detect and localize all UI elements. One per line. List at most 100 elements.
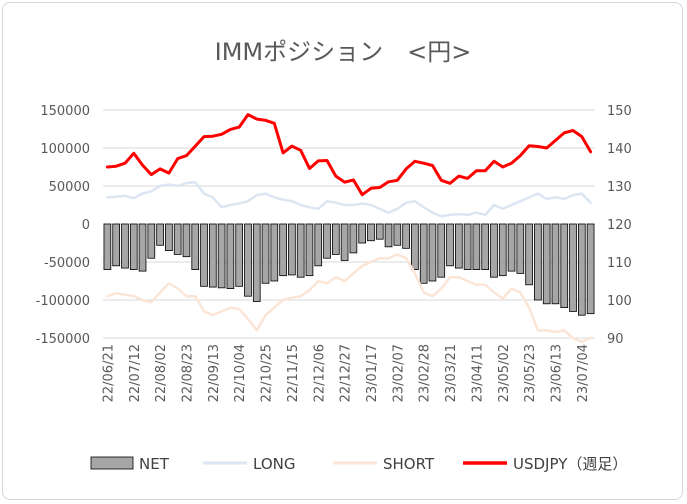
net-bar — [472, 223, 481, 270]
legend-label: LONG — [253, 455, 295, 473]
net-bar — [586, 223, 595, 315]
x-tick-label: 22/11/15 — [286, 344, 301, 402]
right-tick-label: 140 — [607, 142, 632, 157]
long-line — [106, 180, 592, 218]
net-bar — [525, 223, 533, 286]
net-bar — [235, 223, 244, 287]
net-bar — [270, 223, 279, 282]
net-bar — [481, 223, 490, 270]
left-tick-label: -100000 — [36, 294, 90, 309]
net-bar — [323, 223, 331, 259]
net-bar — [138, 223, 147, 272]
x-tick-label: 23/03/21 — [444, 344, 459, 402]
net-bar — [419, 223, 428, 284]
net-bar — [516, 223, 525, 274]
x-axis-tick-labels: 22/06/21 22/07/12 22/08/02 22/08/23 22/09/13… — [101, 344, 590, 402]
net-bar — [296, 223, 305, 278]
left-tick-label: 150000 — [40, 104, 90, 119]
net-bar — [411, 223, 419, 270]
net-bar — [217, 223, 226, 289]
right-tick-label: 150 — [607, 104, 632, 119]
net-bar — [551, 223, 560, 305]
net-bar — [446, 223, 454, 267]
net-bar — [349, 223, 358, 254]
net-bar — [437, 223, 446, 278]
net-bar — [112, 223, 121, 267]
x-tick-label: 23/05/02 — [497, 344, 512, 402]
usdjpy-line — [105, 113, 593, 197]
net-bar — [182, 223, 191, 258]
net-bar — [244, 223, 252, 297]
x-tick-label: 23/04/11 — [470, 344, 485, 402]
net-bar — [402, 223, 410, 249]
chart-title: IMMポジション <円> — [215, 38, 472, 66]
right-tick-label: 130 — [607, 180, 632, 195]
x-tick-label: 22/12/27 — [339, 344, 354, 402]
short-line — [106, 253, 592, 344]
legend: NET LONG SHORT USDJPY（週足） — [90, 455, 627, 473]
net-bar — [340, 223, 349, 261]
net-bar — [288, 223, 296, 276]
net-bar — [367, 223, 375, 242]
x-tick-label: 22/08/02 — [154, 344, 169, 402]
left-axis-tick-labels: 150000 100000 50000 0 -50000 -100000 -150000 — [36, 104, 90, 347]
net-bar — [454, 223, 463, 269]
x-tick-label: 22/09/13 — [207, 344, 222, 402]
series-lines — [105, 113, 593, 344]
net-bar — [490, 223, 498, 278]
x-tick-label: 22/07/12 — [128, 344, 143, 402]
net-bar — [121, 223, 129, 269]
net-bar — [577, 223, 586, 316]
x-tick-label: 22/10/25 — [260, 344, 275, 402]
net-bar — [428, 223, 437, 282]
net-bar — [358, 223, 367, 244]
net-bar — [252, 223, 261, 302]
net-bar — [129, 223, 138, 270]
net-bar — [191, 223, 200, 270]
x-tick-label: 23/05/23 — [523, 344, 538, 402]
x-tick-label: 22/12/06 — [312, 344, 327, 402]
x-tick-label: 23/02/28 — [418, 344, 433, 402]
net-bar — [314, 223, 323, 267]
net-bar — [156, 223, 164, 246]
net-bar — [208, 223, 217, 288]
legend-label: NET — [139, 455, 170, 473]
x-tick-label: 23/06/13 — [549, 344, 564, 402]
x-tick-label: 22/06/21 — [101, 344, 116, 402]
net-bar — [542, 223, 551, 305]
net-bar — [507, 223, 516, 272]
legend-swatch-net — [90, 456, 134, 470]
left-tick-label: 100000 — [40, 142, 90, 157]
right-tick-label: 100 — [607, 294, 632, 309]
x-tick-label: 23/02/07 — [391, 344, 406, 402]
net-bar — [463, 223, 472, 270]
right-tick-label: 120 — [607, 218, 632, 233]
legend-label: USDJPY（週足） — [513, 455, 627, 473]
net-bar — [279, 223, 287, 277]
right-tick-label: 90 — [607, 332, 624, 347]
net-bar — [261, 223, 270, 284]
left-tick-label: -150000 — [36, 332, 90, 347]
net-bar — [165, 223, 173, 252]
right-tick-label: 110 — [607, 256, 632, 271]
net-bar — [331, 223, 340, 255]
net-bar — [534, 223, 542, 301]
right-axis-tick-labels: 150 140 130 120 110 100 90 — [607, 104, 632, 347]
legend-label: SHORT — [383, 455, 435, 473]
net-bar — [569, 223, 577, 312]
net-bar — [384, 223, 393, 248]
gridlines — [103, 109, 595, 339]
x-tick-label: 22/08/23 — [180, 344, 195, 402]
left-tick-label: 50000 — [49, 180, 90, 195]
net-bar — [173, 223, 182, 255]
net-bar — [393, 223, 402, 246]
net-bar — [498, 223, 507, 277]
net-bars — [103, 223, 595, 316]
x-tick-label: 23/07/04 — [576, 344, 591, 402]
net-bar — [560, 223, 569, 308]
net-bar — [147, 223, 156, 259]
x-tick-label: 23/01/17 — [365, 344, 380, 402]
left-tick-label: -50000 — [44, 256, 90, 271]
x-tick-label: 22/10/04 — [233, 344, 248, 402]
